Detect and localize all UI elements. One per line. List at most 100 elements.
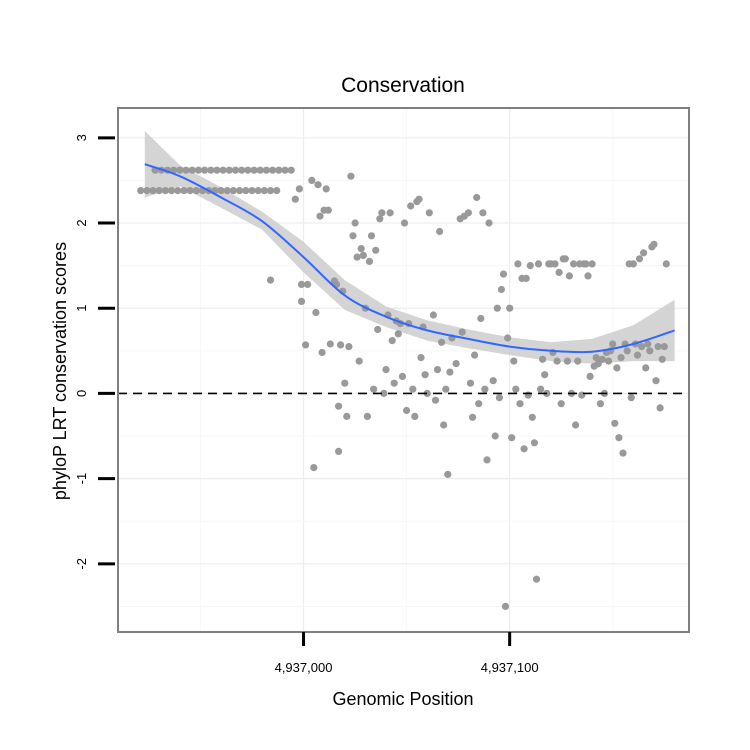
data-point	[314, 181, 322, 189]
data-point	[355, 357, 363, 365]
data-point	[584, 272, 592, 280]
data-point	[421, 371, 429, 379]
data-point	[394, 330, 402, 338]
data-point	[357, 245, 365, 253]
data-point	[493, 304, 501, 312]
data-point	[254, 187, 262, 195]
data-point	[180, 187, 188, 195]
data-point	[444, 470, 452, 478]
data-point	[335, 402, 343, 410]
data-point	[429, 311, 437, 319]
data-point	[186, 187, 194, 195]
data-point	[347, 172, 355, 180]
data-point	[433, 366, 442, 374]
data-point	[295, 185, 303, 193]
data-point	[168, 187, 176, 195]
data-point	[605, 357, 613, 365]
data-point	[269, 166, 277, 174]
data-point	[489, 377, 497, 385]
data-point	[572, 421, 580, 429]
data-point	[425, 209, 433, 217]
data-point	[431, 396, 440, 404]
data-point	[565, 272, 574, 280]
data-point	[266, 276, 275, 284]
y-tick-label: 3	[74, 134, 89, 141]
data-point	[436, 227, 444, 236]
data-point	[225, 166, 233, 174]
data-point	[353, 253, 361, 261]
data-point	[537, 385, 545, 393]
data-point	[238, 166, 246, 174]
confidence-band	[144, 131, 675, 364]
data-point	[304, 280, 312, 288]
data-point	[322, 185, 330, 193]
data-point	[541, 371, 549, 379]
data-point	[627, 394, 635, 402]
data-point	[149, 187, 157, 195]
data-point	[223, 187, 231, 195]
x-tick-label: 4,937,000	[275, 660, 333, 675]
data-point	[471, 351, 479, 359]
data-point	[596, 400, 605, 408]
data-point	[495, 394, 503, 402]
data-point	[528, 413, 536, 421]
data-point	[266, 187, 275, 195]
data-point	[497, 285, 505, 294]
data-point	[217, 187, 225, 195]
data-point	[473, 193, 481, 202]
data-point	[337, 341, 345, 349]
data-point	[302, 341, 310, 349]
data-point	[312, 308, 320, 317]
data-point	[613, 364, 621, 372]
data-point	[452, 360, 460, 368]
data-point	[374, 325, 382, 334]
data-point	[563, 357, 572, 365]
data-point	[398, 372, 407, 380]
data-point	[155, 187, 163, 195]
data-point	[378, 209, 386, 217]
data-point	[530, 439, 539, 447]
data-point	[635, 255, 644, 263]
data-point	[390, 379, 398, 387]
data-point	[442, 385, 450, 393]
data-point	[262, 166, 270, 174]
data-point	[582, 260, 590, 268]
data-point	[194, 166, 202, 174]
data-point	[592, 354, 600, 362]
data-point	[248, 187, 256, 195]
data-point	[481, 385, 489, 393]
data-point	[318, 348, 326, 357]
data-point	[244, 166, 252, 174]
data-point	[644, 340, 652, 348]
data-point	[642, 364, 650, 372]
data-point	[260, 187, 268, 195]
data-point	[658, 355, 666, 363]
data-point	[388, 337, 396, 345]
data-point	[273, 187, 281, 195]
y-tick-label: 1	[74, 305, 89, 312]
data-point	[532, 575, 541, 583]
data-point	[382, 366, 390, 374]
data-point	[349, 232, 357, 240]
data-point	[403, 406, 411, 415]
data-point	[359, 251, 367, 259]
data-point	[275, 166, 283, 174]
data-point	[308, 176, 316, 184]
y-tick-label: 2	[74, 219, 89, 226]
data-point	[213, 166, 221, 174]
y-axis-title: phyloP LRT conservation scores	[50, 242, 70, 500]
data-point	[499, 270, 508, 278]
data-point	[514, 260, 522, 268]
data-point	[477, 314, 485, 323]
data-point	[619, 449, 627, 457]
data-point	[174, 187, 182, 195]
data-point	[188, 166, 196, 174]
data-point	[506, 304, 514, 312]
data-point	[207, 166, 215, 174]
data-point	[297, 280, 306, 288]
data-point	[551, 260, 559, 268]
data-point	[351, 219, 359, 227]
data-point	[423, 389, 431, 397]
data-point	[376, 215, 384, 223]
